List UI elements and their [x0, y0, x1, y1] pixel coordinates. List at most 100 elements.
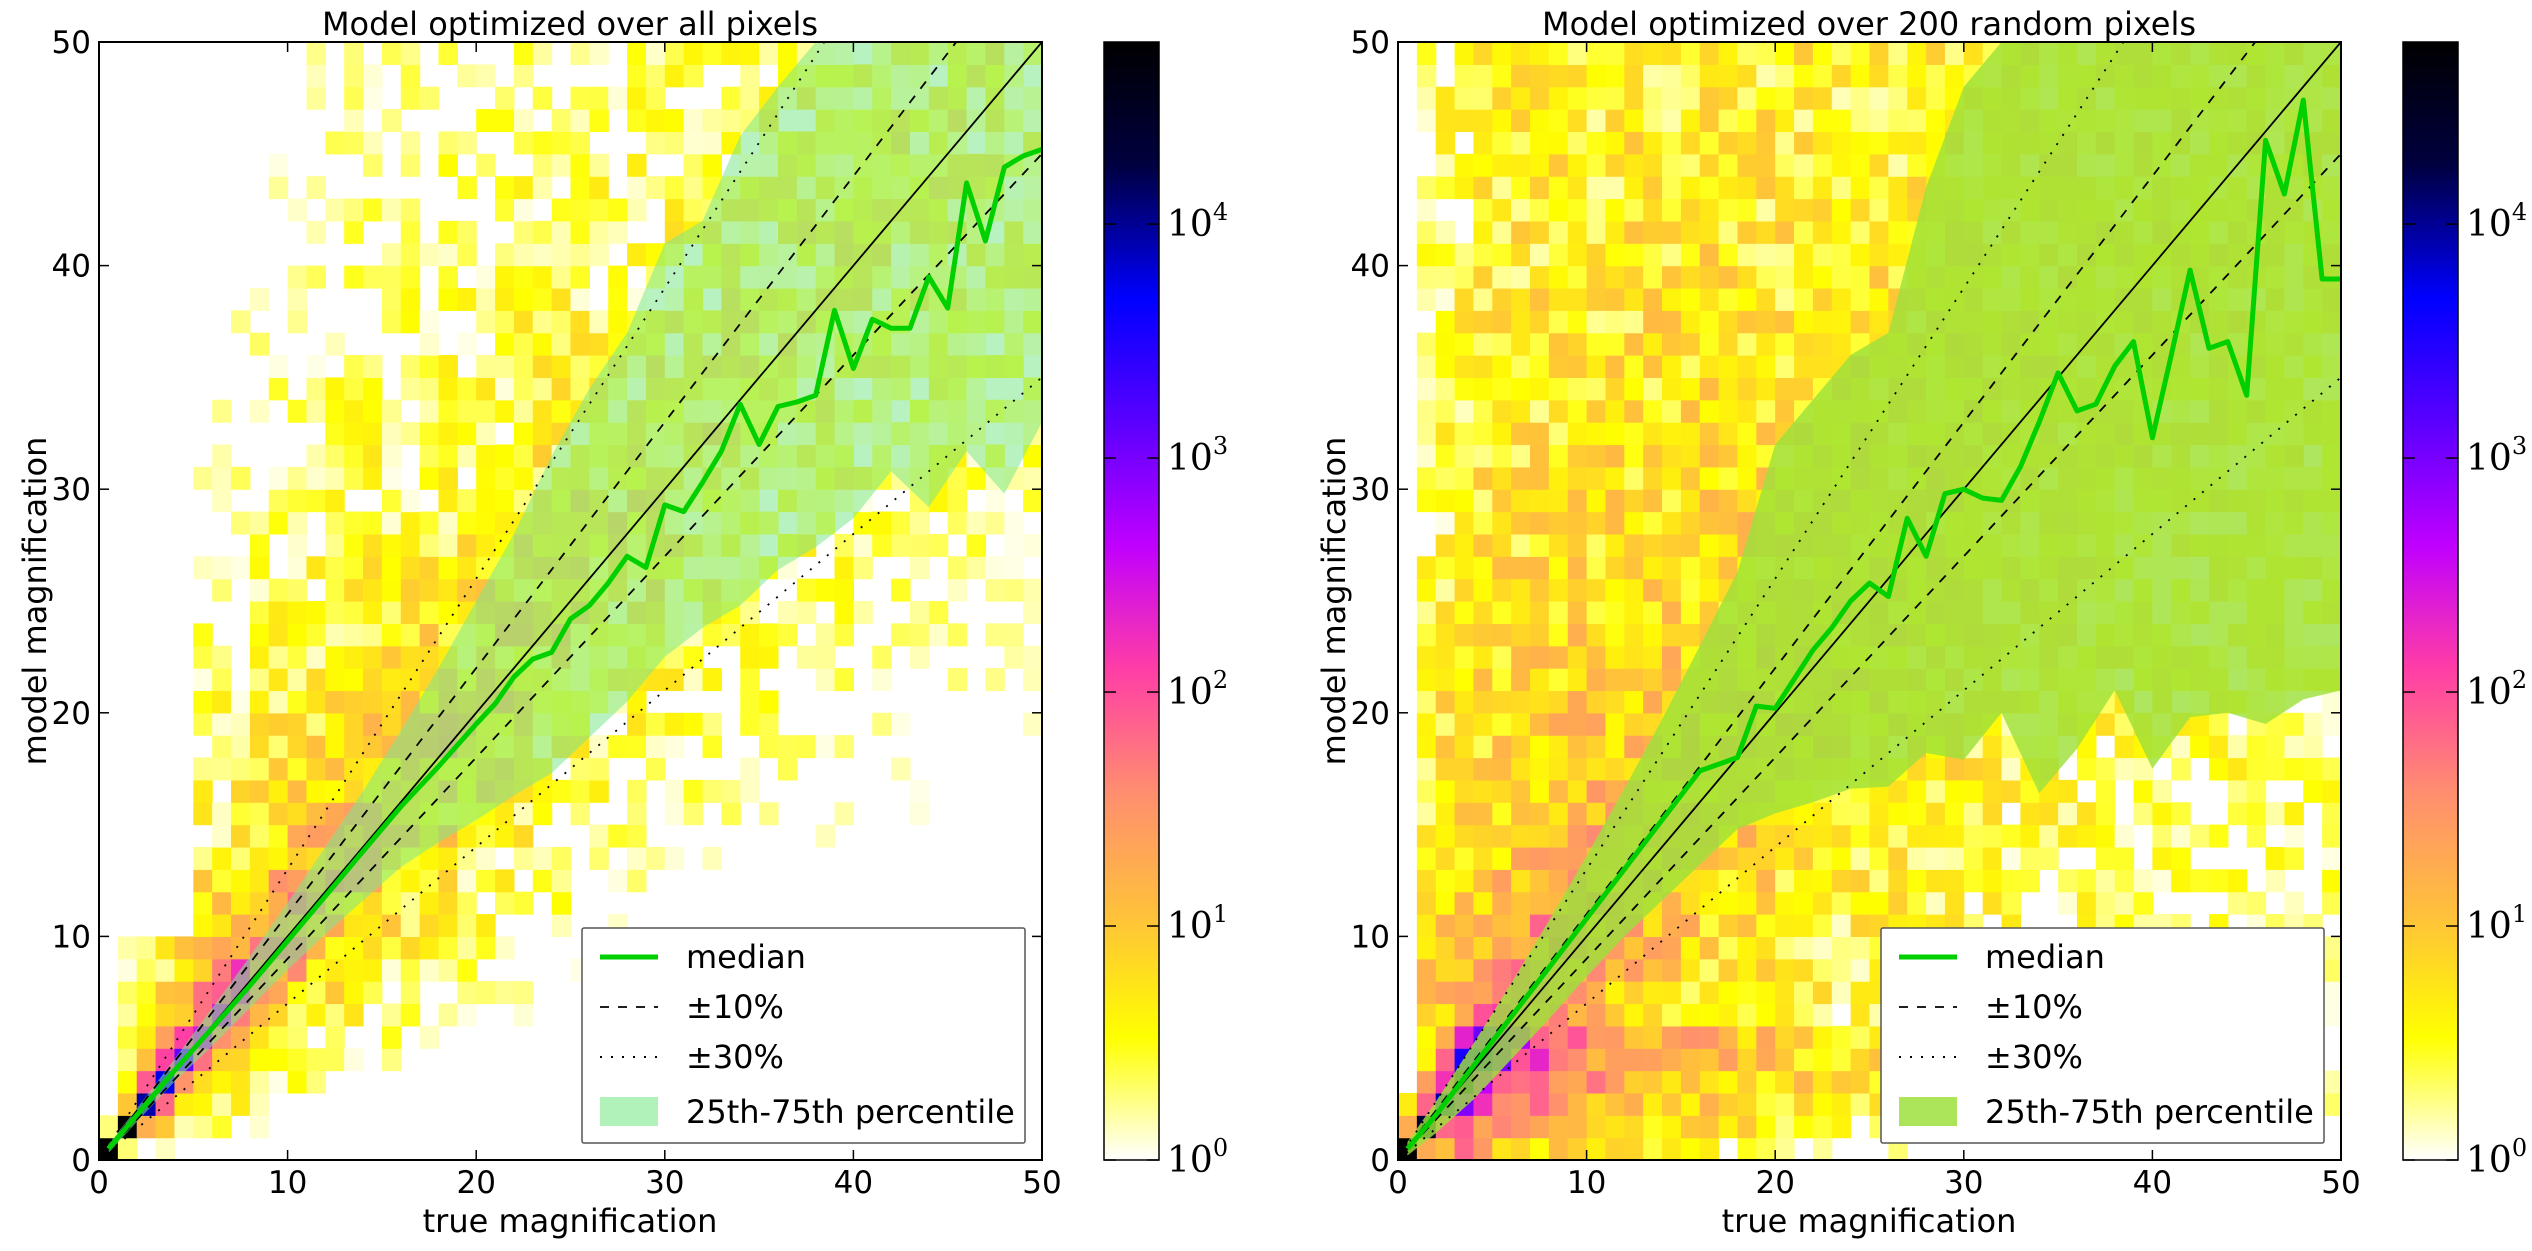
heatmap-cell: [2020, 869, 2040, 893]
heatmap-cell: [1812, 287, 1833, 311]
heatmap-cell: [608, 265, 628, 289]
heatmap-cell: [1775, 243, 1795, 267]
heatmap-cell: [1680, 578, 1701, 602]
heatmap-cell: [1831, 1025, 1852, 1049]
heatmap-cell: [344, 757, 364, 781]
heatmap-cell: [551, 287, 572, 311]
heatmap-cell: [1850, 153, 1871, 177]
heatmap-cell: [1812, 869, 1833, 893]
heatmap-cell: [1643, 310, 1663, 334]
heatmap-cell: [1023, 712, 1042, 736]
heatmap-cell: [231, 690, 251, 714]
heatmap-cell: [1850, 265, 1871, 289]
heatmap-cell: [306, 824, 326, 848]
heatmap-cell: [1812, 153, 1833, 177]
heatmap-cell: [1548, 757, 1569, 781]
heatmap-cell: [1567, 1115, 1588, 1139]
heatmap-cell: [381, 1025, 402, 1049]
heatmap-cell: [1530, 824, 1550, 848]
heatmap-cell: [1473, 802, 1493, 826]
heatmap-cell: [1812, 1025, 1833, 1049]
heatmap-cell: [1850, 981, 1871, 1005]
heatmap-cell: [1775, 1137, 1795, 1160]
heatmap-cell: [1737, 1070, 1757, 1094]
heatmap-cell: [834, 533, 854, 557]
heatmap-cell: [1511, 623, 1531, 647]
heatmap-cell: [1944, 42, 1965, 65]
heatmap-cell: [2208, 757, 2229, 781]
heatmap-cell: [1926, 64, 1946, 88]
heatmap-cell: [1605, 690, 1625, 714]
heatmap-cell: [1530, 243, 1550, 267]
heatmap-cell: [664, 712, 685, 736]
heatmap-cell: [796, 645, 817, 669]
heatmap-cell: [268, 735, 289, 759]
heatmap-cell: [1850, 1003, 1871, 1027]
heatmap-cell: [1492, 757, 1512, 781]
heatmap-cell: [1473, 287, 1493, 311]
heatmap-cell: [1812, 310, 1833, 334]
heatmap-cell: [1624, 42, 1644, 65]
heatmap-cell: [476, 556, 496, 580]
heatmap-cell: [1416, 578, 1437, 602]
heatmap-cell: [1699, 1115, 1720, 1139]
heatmap-cell: [1586, 310, 1607, 334]
heatmap-cell: [589, 735, 609, 759]
heatmap-cell: [2133, 802, 2153, 826]
heatmap-cell: [1643, 422, 1663, 446]
heatmap-cell: [627, 243, 647, 267]
heatmap-cell: [1416, 891, 1437, 915]
heatmap-cell: [325, 981, 345, 1005]
heatmap-cell: [174, 958, 194, 982]
heatmap-cell: [608, 310, 628, 334]
heatmap-cell: [1548, 466, 1569, 490]
heatmap-cell: [1737, 176, 1757, 200]
heatmap-cell: [1812, 1003, 1833, 1027]
heatmap-cell: [1775, 891, 1795, 915]
heatmap-cell: [891, 533, 911, 557]
heatmap-cell: [1756, 1025, 1776, 1049]
heatmap-cell: [1473, 578, 1493, 602]
heatmap-cell: [1605, 757, 1625, 781]
heatmap-cell: [1794, 220, 1814, 244]
heatmap-cell: [306, 220, 326, 244]
heatmap-cell: [381, 578, 402, 602]
heatmap-cell: [1567, 824, 1588, 848]
heatmap-cell: [268, 1025, 289, 1049]
heatmap-cell: [1737, 287, 1757, 311]
heatmap-cell: [1416, 42, 1437, 65]
heatmap-cell: [1454, 1003, 1475, 1027]
heatmap-cell: [1530, 779, 1550, 803]
heatmap-cell: [325, 958, 345, 982]
heatmap-cell: [1624, 511, 1644, 535]
heatmap-cell: [1756, 243, 1776, 267]
heatmap-cell: [627, 690, 647, 714]
heatmap-cell: [1756, 153, 1776, 177]
heatmap-cell: [683, 64, 704, 88]
heatmap-cell: [193, 914, 213, 937]
heatmap-cell: [1605, 399, 1625, 423]
heatmap-cell: [1567, 220, 1588, 244]
heatmap-cell: [1530, 869, 1550, 893]
heatmap-cell: [1530, 64, 1550, 88]
heatmap-cell: [1624, 735, 1644, 759]
heatmap-cell: [1435, 399, 1456, 423]
heatmap-cell: [1756, 265, 1776, 289]
heatmap-cell: [268, 757, 289, 781]
heatmap-cell: [909, 533, 930, 557]
heatmap-cell: [1511, 533, 1531, 557]
heatmap-cell: [306, 377, 326, 401]
heatmap-cell: [457, 377, 477, 401]
heatmap-cell: [1812, 802, 1833, 826]
heatmap-cell: [2039, 824, 2059, 848]
heatmap-cell: [1662, 176, 1682, 200]
heatmap-cell: [1416, 645, 1437, 669]
heatmap-cell: [344, 601, 364, 624]
heatmap-cell: [1775, 958, 1795, 982]
heatmap-cell: [1454, 109, 1475, 133]
heatmap-cell: [363, 914, 383, 937]
